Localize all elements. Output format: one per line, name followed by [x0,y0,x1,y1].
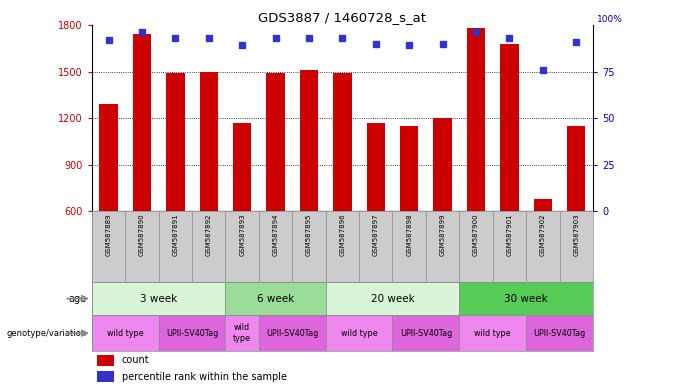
Bar [534,199,552,211]
Bar [97,355,114,366]
Text: GSM587890: GSM587890 [139,214,145,256]
Text: GSM587889: GSM587889 [105,214,112,256]
Bar [97,371,114,382]
Text: 100%: 100% [597,15,623,23]
Text: genotype/variation: genotype/variation [7,329,87,338]
Bar [400,126,418,211]
Bar [392,315,459,351]
Bar [459,315,526,351]
Text: GSM587902: GSM587902 [540,214,546,256]
Text: GSM587900: GSM587900 [473,214,479,256]
Text: GSM587892: GSM587892 [206,214,211,256]
Text: GSM587895: GSM587895 [306,214,312,256]
Bar [526,315,593,351]
Bar [367,123,385,211]
Text: 3 week: 3 week [140,293,177,304]
Text: wild
type: wild type [233,323,251,343]
Text: count: count [122,356,150,366]
Text: GSM587899: GSM587899 [439,214,445,256]
Text: GSM587893: GSM587893 [239,214,245,256]
Bar [99,104,118,211]
Bar [267,73,285,211]
Bar [199,71,218,211]
Bar [500,43,519,211]
Title: GDS3887 / 1460728_s_at: GDS3887 / 1460728_s_at [258,11,426,24]
Bar [459,282,593,315]
Bar [92,282,226,315]
Text: GSM587897: GSM587897 [373,214,379,256]
Text: UPII-SV40Tag: UPII-SV40Tag [400,329,452,338]
Text: percentile rank within the sample: percentile rank within the sample [122,372,287,382]
Text: age: age [69,293,87,304]
Bar [233,123,252,211]
Text: 6 week: 6 week [257,293,294,304]
Text: GSM587898: GSM587898 [406,214,412,256]
Bar [133,34,151,211]
Bar [567,126,585,211]
Bar [259,315,326,351]
Bar [166,73,184,211]
Text: GSM587894: GSM587894 [273,214,279,256]
Bar [326,282,459,315]
Text: GSM587903: GSM587903 [573,214,579,256]
Bar [158,315,226,351]
Bar [92,315,158,351]
Bar [226,282,326,315]
Text: UPII-SV40Tag: UPII-SV40Tag [533,329,585,338]
Bar [326,315,392,351]
Text: GSM587891: GSM587891 [172,214,178,256]
Text: 20 week: 20 week [371,293,414,304]
Bar [467,28,486,211]
Bar [300,70,318,211]
Text: GSM587901: GSM587901 [507,214,513,256]
Bar [333,73,352,211]
Text: UPII-SV40Tag: UPII-SV40Tag [166,329,218,338]
Text: 30 week: 30 week [505,293,548,304]
Bar [433,118,452,211]
Text: UPII-SV40Tag: UPII-SV40Tag [266,329,318,338]
Bar [226,315,259,351]
Text: wild type: wild type [475,329,511,338]
Text: GSM587896: GSM587896 [339,214,345,256]
Text: wild type: wild type [341,329,377,338]
Text: wild type: wild type [107,329,143,338]
